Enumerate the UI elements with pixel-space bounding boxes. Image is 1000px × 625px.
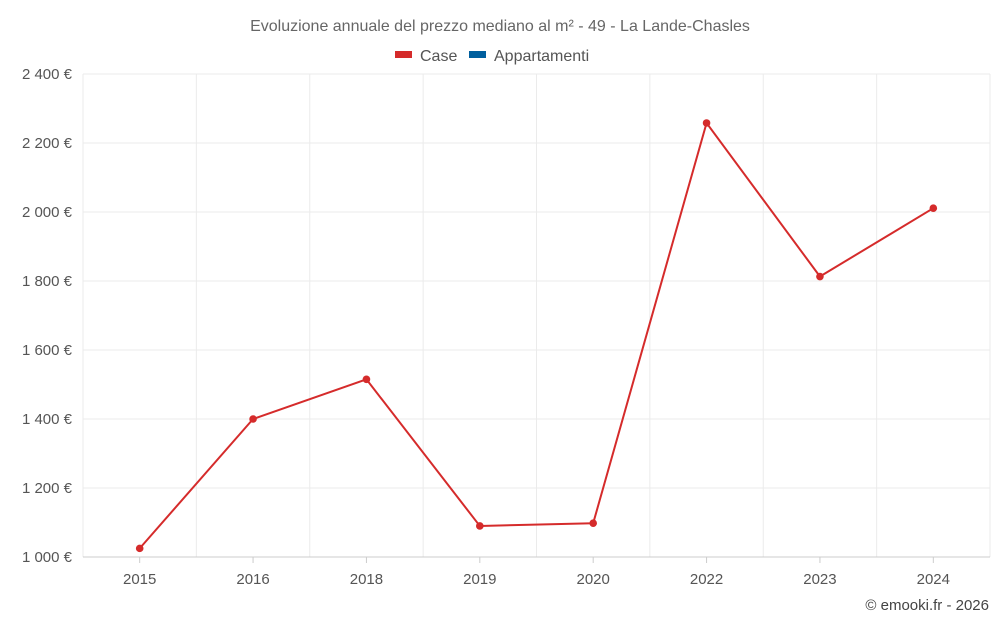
grid — [82, 73, 991, 558]
y-tick-label: 2 400 € — [22, 66, 73, 83]
x-tick-label: 2018 — [350, 571, 383, 588]
y-tick-label: 1 000 € — [22, 549, 73, 566]
y-tick-label: 1 600 € — [22, 342, 73, 359]
data-point[interactable] — [135, 544, 144, 553]
x-tick-label: 2016 — [236, 571, 269, 588]
data-point[interactable] — [362, 375, 371, 384]
plot-area — [135, 119, 938, 553]
x-tick-label: 2022 — [690, 571, 723, 588]
y-tick-label: 1 800 € — [22, 273, 73, 290]
y-tick-label: 2 200 € — [22, 135, 73, 152]
x-tick-label: 2023 — [803, 571, 836, 588]
x-tick-label: 2019 — [463, 571, 496, 588]
legend-label-case[interactable]: Case — [420, 48, 457, 65]
y-axis: 1 000 € 1 200 € 1 400 € 1 600 € 1 800 € 2 000… — [22, 66, 73, 566]
y-tick-label: 2 000 € — [22, 204, 73, 221]
legend-swatch-case — [395, 51, 412, 58]
data-point[interactable] — [702, 119, 711, 127]
x-tick-label: 2020 — [577, 571, 610, 588]
x-axis: 2015 2016 2018 2019 2020 2022 2023 2024 — [83, 556, 990, 588]
data-point[interactable] — [589, 519, 597, 527]
x-tick-label: 2024 — [917, 571, 950, 588]
y-tick-label: 1 400 € — [22, 411, 73, 428]
chart-title: Evoluzione annuale del prezzo mediano al… — [250, 18, 750, 35]
legend-label-appartamenti[interactable]: Appartamenti — [494, 48, 589, 65]
legend: Case Appartamenti — [395, 48, 589, 65]
legend-swatch-appartamenti — [469, 51, 486, 58]
legend-item-case[interactable]: Case — [395, 48, 457, 65]
data-point[interactable] — [929, 204, 938, 213]
data-point[interactable] — [249, 415, 257, 423]
data-point[interactable] — [476, 522, 484, 530]
data-point[interactable] — [816, 272, 824, 281]
series-line-case — [138, 121, 934, 550]
legend-item-appartamenti[interactable]: Appartamenti — [469, 48, 589, 65]
x-tick-label: 2015 — [123, 571, 156, 588]
y-tick-label: 1 200 € — [22, 480, 73, 497]
credit-text: © emooki.fr - 2026 — [865, 597, 989, 614]
